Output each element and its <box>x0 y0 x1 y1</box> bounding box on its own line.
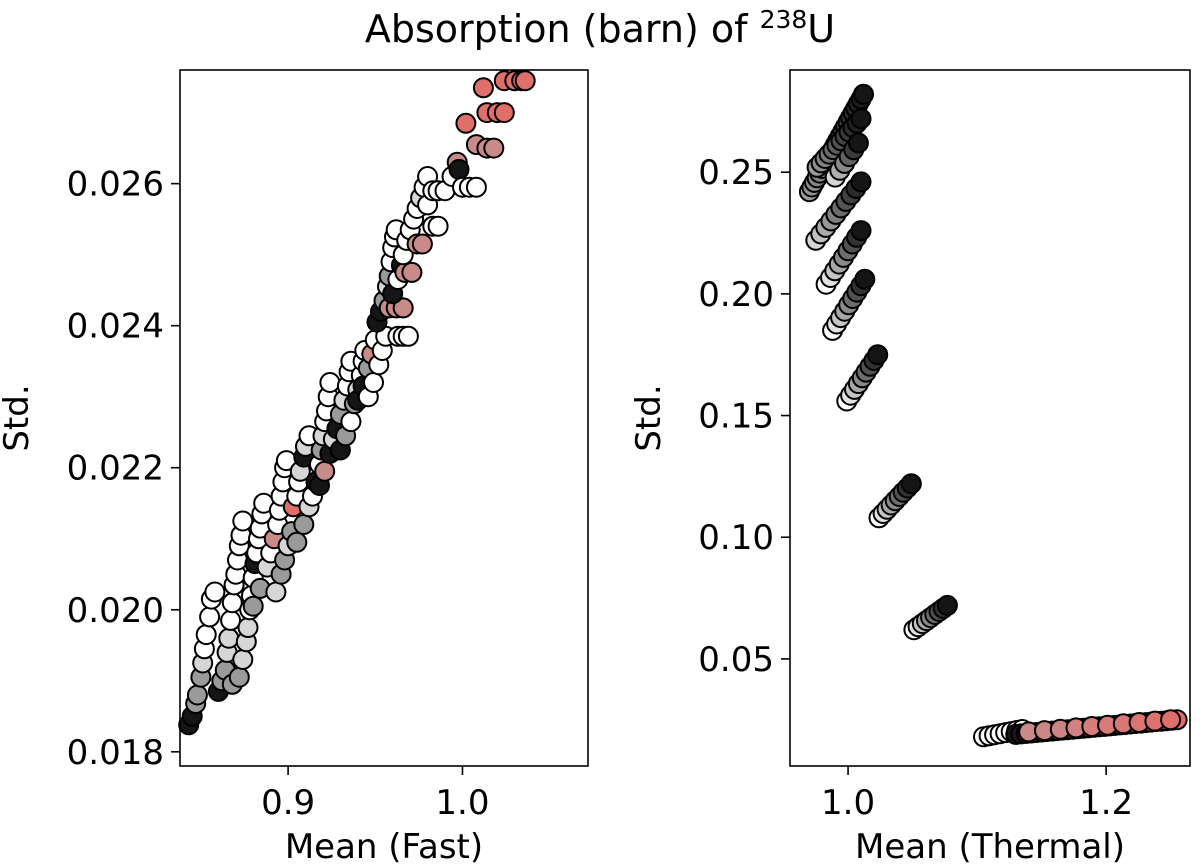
fast-data-point <box>314 460 336 482</box>
thermal-axes-frame <box>789 69 1191 767</box>
fast-x-axis-label: Mean (Fast) <box>285 827 483 867</box>
title-text: Absorption (barn) of <box>365 7 760 51</box>
thermal-data-point <box>847 132 869 154</box>
thermal-x-tick-label: 1.0 <box>821 783 875 823</box>
title-superscript: 238 <box>760 5 808 34</box>
fast-data-point <box>363 372 384 393</box>
fast-data-point <box>293 514 315 535</box>
fast-y-tick-label: 0.024 <box>67 307 164 347</box>
fast-data-point <box>483 137 505 159</box>
fast-data-point <box>232 510 254 532</box>
thermal-y-axis-label: Std. <box>629 384 669 451</box>
fast-data-point <box>514 70 536 92</box>
fast-x-tick-label: 0.9 <box>261 783 315 823</box>
fast-data-point <box>472 77 494 99</box>
thermal-data-point <box>853 83 874 105</box>
thermal-x-axis-label: Mean (Thermal) <box>855 827 1125 867</box>
thermal-data-point <box>936 594 958 616</box>
fast-data-point <box>401 261 423 283</box>
figure-title: Absorption (barn) of 238U <box>365 5 835 51</box>
thermal-data-point <box>1160 709 1182 731</box>
thermal-panel: 1.0 1.2 0.05 0.10 0.15 0.20 0.25 Mean (Thermal… <box>629 69 1191 867</box>
thermal-y-tick-label: 0.15 <box>698 397 774 437</box>
fast-data-point <box>265 581 287 603</box>
fast-data-point <box>455 112 477 134</box>
fast-x-tick-label: 1.0 <box>435 783 489 823</box>
fast-y-tick-label: 0.026 <box>67 165 164 205</box>
fast-data-point <box>195 624 217 646</box>
fast-data-point <box>186 684 208 706</box>
fast-data-point <box>237 617 259 638</box>
fast-data-point <box>220 609 242 631</box>
fast-points <box>178 70 536 736</box>
fast-data-point <box>199 606 221 628</box>
fast-data-point <box>427 215 449 237</box>
fast-data-point <box>286 531 308 553</box>
fast-panel: 0.9 1.0 0.018 0.020 0.022 0.024 0.026 Mean (Fa… <box>0 69 589 867</box>
fast-data-point <box>228 666 250 688</box>
fast-y-tick-label: 0.022 <box>67 449 164 489</box>
fast-data-point <box>232 649 254 670</box>
thermal-points <box>798 83 1188 748</box>
fast-data-point <box>465 176 487 198</box>
thermal-x-tick-label: 1.2 <box>1079 783 1133 823</box>
thermal-data-point <box>850 220 872 242</box>
fast-y-tick-label: 0.018 <box>67 733 164 773</box>
fast-data-point <box>242 595 264 617</box>
thermal-y-tick-label: 0.20 <box>698 275 774 315</box>
thermal-y-tick-label: 0.10 <box>698 518 774 558</box>
fast-axes-frame <box>179 69 589 767</box>
fast-data-point <box>448 158 470 180</box>
thermal-ticks: 1.0 1.2 0.05 0.10 0.15 0.20 0.25 <box>698 153 1133 823</box>
fast-data-point <box>340 411 362 433</box>
thermal-data-point <box>850 108 872 130</box>
fast-data-point <box>411 233 433 255</box>
fast-data-point <box>493 102 515 124</box>
thermal-data-point <box>900 473 922 495</box>
thermal-y-tick-label: 0.25 <box>698 153 774 193</box>
fast-y-tick-label: 0.020 <box>67 591 164 631</box>
fast-ticks: 0.9 1.0 0.018 0.020 0.022 0.024 0.026 <box>67 165 490 823</box>
fast-data-point <box>397 325 419 347</box>
thermal-data-point <box>867 344 889 366</box>
thermal-data-point <box>854 268 876 290</box>
fast-data-point <box>221 592 243 614</box>
fast-data-point <box>218 627 240 649</box>
thermal-y-tick-label: 0.05 <box>698 640 774 680</box>
fast-data-point <box>319 372 341 393</box>
fast-y-axis-label: Std. <box>0 384 37 451</box>
thermal-data-point <box>850 171 872 193</box>
title-element: U <box>807 7 835 51</box>
fast-data-point <box>204 581 226 603</box>
fast-data-point <box>392 297 414 319</box>
